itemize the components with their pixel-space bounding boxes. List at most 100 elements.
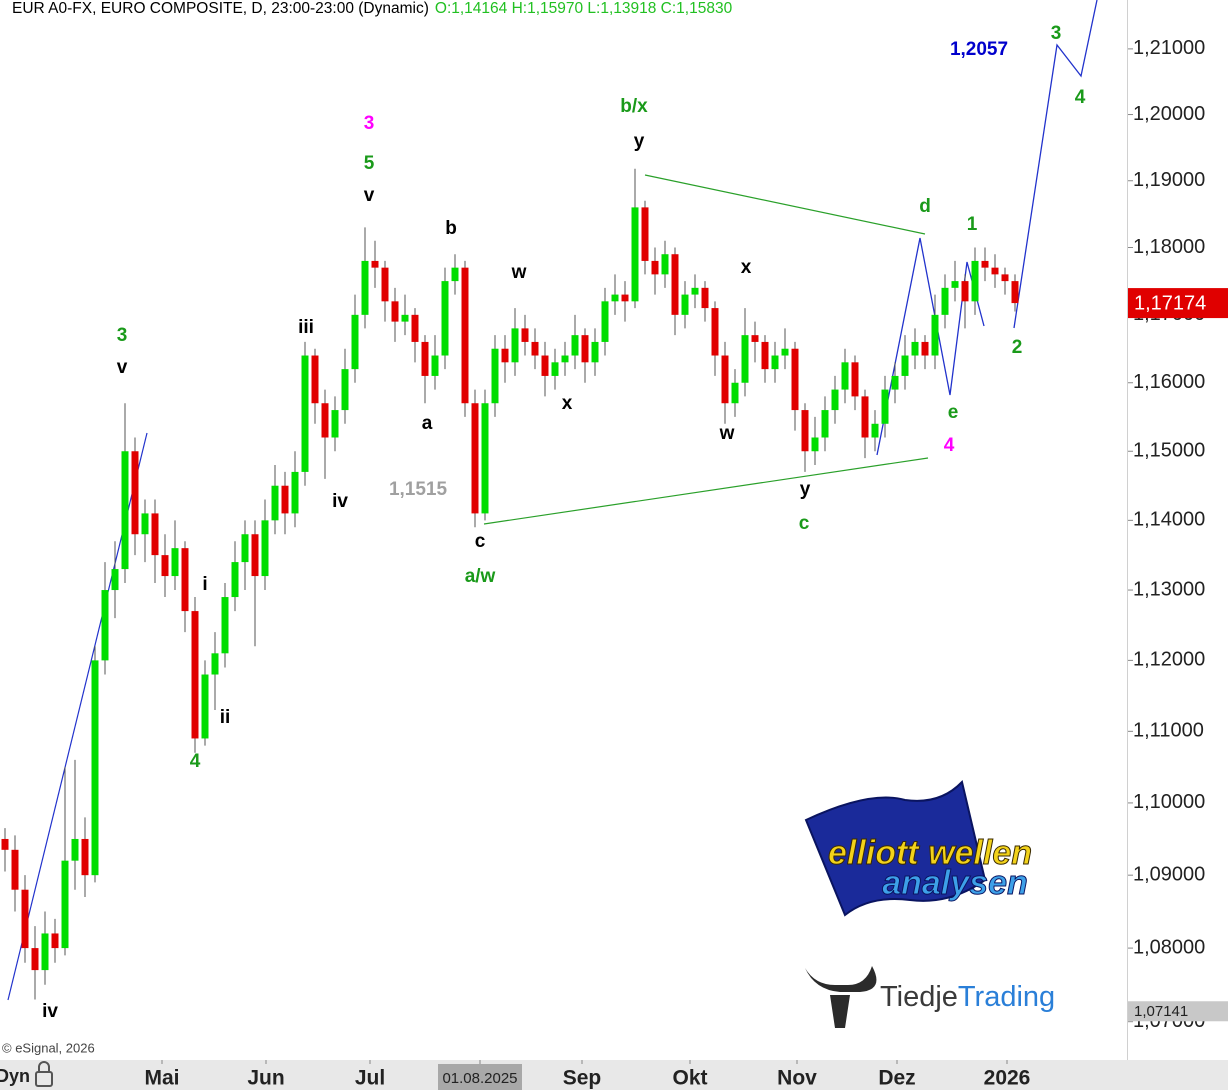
candle-body	[281, 485, 289, 514]
low-marker-label: 1,07141	[1134, 1003, 1188, 1020]
y-tick-label: 1,12000	[1133, 649, 1205, 671]
candle-body	[301, 355, 309, 472]
wave-label: ii	[220, 707, 231, 728]
candle-body	[31, 948, 39, 971]
candle-body	[831, 389, 839, 411]
candle-body	[91, 660, 99, 876]
candle-body	[111, 569, 119, 591]
candle-body	[1011, 281, 1019, 304]
candle-body	[241, 534, 249, 563]
candle-body	[371, 260, 379, 268]
candle-body	[571, 335, 579, 356]
wave-label: 1,2057	[950, 39, 1008, 60]
triangle-upper	[644, 174, 926, 235]
y-tick-label: 1,20000	[1133, 103, 1205, 125]
candle-body	[341, 369, 349, 411]
candle-body	[861, 396, 869, 438]
candle-body	[691, 287, 699, 295]
wave-label: w	[511, 262, 527, 283]
candle-body	[591, 341, 599, 363]
candle-body	[171, 548, 179, 577]
y-tick-label: 1,18000	[1133, 236, 1205, 258]
candle-body	[131, 451, 139, 535]
candle-body	[121, 451, 129, 570]
logo-tiedje: TiedjeTrading	[805, 966, 1055, 1028]
lock-icon	[35, 1061, 53, 1087]
logo-text: TiedjeTrading	[880, 981, 1055, 1013]
candle-body	[581, 335, 589, 363]
wave-label: c	[475, 531, 486, 552]
candle-body	[671, 254, 679, 315]
candle-body	[631, 207, 639, 302]
candle-body	[21, 889, 29, 949]
logo-text: analysen	[882, 864, 1028, 902]
candle-body	[351, 314, 359, 370]
candle-body	[521, 328, 529, 342]
candle-body	[211, 653, 219, 675]
x-tick-label: Sep	[563, 1067, 602, 1090]
wave-label: e	[948, 402, 959, 423]
candle-body	[491, 348, 499, 404]
wave-label: iv	[42, 1001, 58, 1022]
candle-body	[291, 471, 299, 514]
candle-body	[991, 267, 999, 275]
wave-label: d	[919, 196, 931, 217]
last-price-label: 1,17174	[1134, 292, 1206, 314]
candle-body	[431, 355, 439, 376]
logo-text: elliott wellen	[828, 834, 1032, 872]
candle-body	[411, 314, 419, 342]
candle-body	[901, 355, 909, 376]
candle-body	[221, 597, 229, 654]
candle-body	[391, 301, 399, 322]
candle-body	[641, 207, 649, 261]
wave-label: v	[364, 185, 375, 206]
candle-body	[261, 520, 269, 577]
y-tick-label: 1,14000	[1133, 509, 1205, 531]
candle-body	[911, 341, 919, 356]
y-tick-label: 1,09000	[1133, 863, 1205, 885]
annotations: 3viv4iiiiiiiv35vbaca/w1,1515b/xywxxwycde…	[42, 23, 1086, 1022]
y-tick-label: 1,11000	[1133, 720, 1204, 742]
candle-body	[791, 348, 799, 411]
candle-body	[961, 281, 969, 302]
y-tick-label: 1,13000	[1133, 578, 1205, 600]
wave-label: w	[719, 423, 735, 444]
x-tick-label: Nov	[777, 1067, 817, 1090]
x-tick-label: Okt	[672, 1067, 707, 1090]
candle-body	[601, 301, 609, 342]
candle-body	[701, 287, 709, 309]
candle-body	[361, 260, 369, 315]
x-tick-label: 01.08.2025	[442, 1070, 517, 1087]
candles	[1, 168, 1019, 1000]
candle-body	[471, 403, 479, 514]
x-axis-panel	[0, 1060, 1228, 1090]
y-tick-label: 1,10000	[1133, 791, 1205, 813]
candle-body	[271, 485, 279, 521]
candle-body	[461, 267, 469, 404]
candle-body	[781, 348, 789, 356]
candle-body	[441, 281, 449, 356]
candle-body	[1, 838, 9, 850]
candle-body	[711, 308, 719, 356]
wave-label: 4	[190, 751, 201, 772]
candle-body	[531, 341, 539, 356]
candle-body	[811, 437, 819, 452]
x-tick-label: Mai	[144, 1067, 179, 1090]
candle-body	[881, 389, 889, 424]
logo-elliott: elliott wellen analysen	[804, 779, 1033, 917]
wave-label: 4	[944, 435, 955, 456]
y-tick-label: 1,16000	[1133, 371, 1205, 393]
candle-body	[661, 254, 669, 275]
candle-body	[141, 513, 149, 535]
wave-label: v	[117, 357, 128, 378]
candle-body	[201, 674, 209, 739]
wave-label: iv	[332, 491, 348, 512]
candle-body	[851, 362, 859, 397]
candle-body	[41, 933, 49, 971]
candle-body	[231, 562, 239, 598]
x-tick-highlight	[438, 1064, 522, 1090]
candle-body	[451, 267, 459, 282]
candle-body	[331, 410, 339, 438]
candle-body	[871, 423, 879, 438]
candle-body	[151, 513, 159, 556]
